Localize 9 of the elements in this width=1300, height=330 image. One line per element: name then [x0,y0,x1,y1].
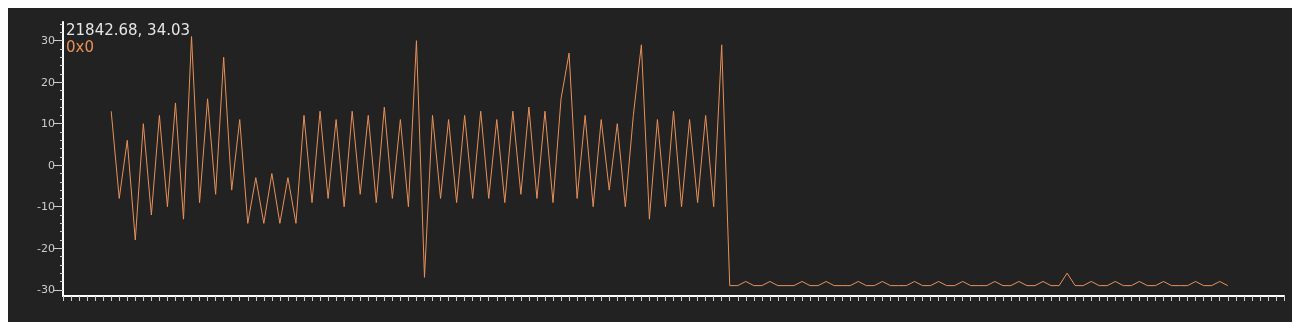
y-tick-label: -10 [37,200,55,214]
annotation: 21842.68, 34.03 [66,20,191,39]
y-tick-label: -20 [37,241,55,255]
y-tick-label: 20 [41,75,55,89]
y-tick-label: -30 [37,283,55,297]
y-tick-label: 30 [41,34,55,48]
line-series [110,36,1229,287]
y-tick-label: 10 [41,117,55,131]
annotation: 0x0 [66,37,94,56]
